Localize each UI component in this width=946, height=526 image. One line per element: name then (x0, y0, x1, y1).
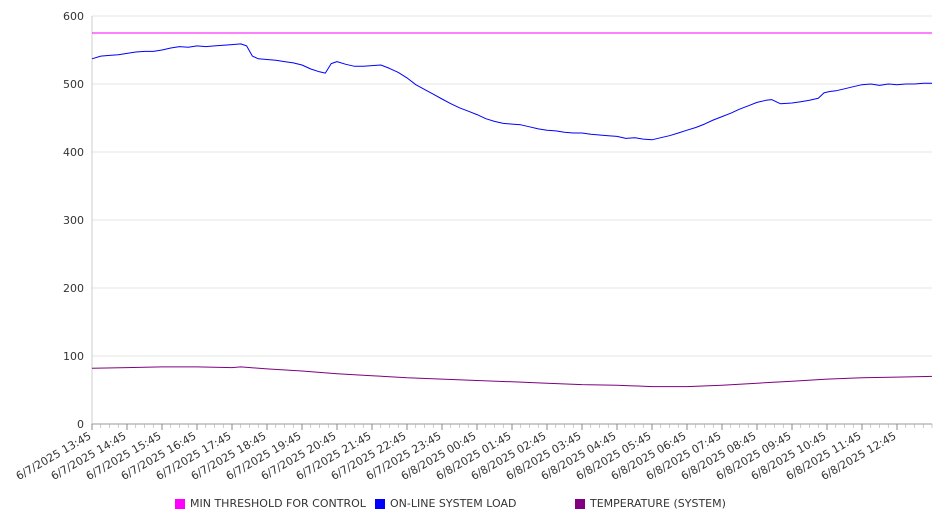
legend-swatch (575, 498, 585, 509)
series-lines (91, 32, 933, 388)
legend-swatch (375, 498, 385, 509)
y-tick-label: 100 (63, 350, 84, 363)
y-axis: 0 100 200 300 400 500 600 (63, 10, 93, 431)
y-tick-label: 400 (63, 146, 84, 159)
chart-legend: MIN THRESHOLD FOR CONTROL ON-LINE SYSTEM … (0, 497, 946, 515)
series-line-on-line-system-load (91, 43, 932, 141)
legend-item: ON-LINE SYSTEM LOAD (375, 497, 516, 510)
legend-label: ON-LINE SYSTEM LOAD (390, 497, 517, 510)
series-line-temperature-system (91, 366, 933, 388)
y-tick-label: 500 (63, 78, 84, 91)
y-tick-label: 200 (63, 282, 84, 295)
legend-item: MIN THRESHOLD FOR CONTROL (175, 497, 366, 510)
y-tick-label: 300 (63, 214, 84, 227)
x-axis: 6/7/2025 13:456/7/2025 14:456/7/2025 15:… (14, 423, 933, 483)
legend-swatch (175, 498, 185, 509)
line-chart: 0 100 200 300 400 500 600 6/7/2025 13:456/7/20… (14, 10, 933, 483)
y-tick-label: 0 (77, 418, 84, 431)
y-tick-label: 600 (63, 10, 84, 23)
legend-item: TEMPERATURE (SYSTEM) (575, 497, 726, 510)
legend-label: MIN THRESHOLD FOR CONTROL (190, 497, 366, 510)
gridlines (92, 15, 932, 425)
legend-label: TEMPERATURE (SYSTEM) (590, 497, 726, 510)
